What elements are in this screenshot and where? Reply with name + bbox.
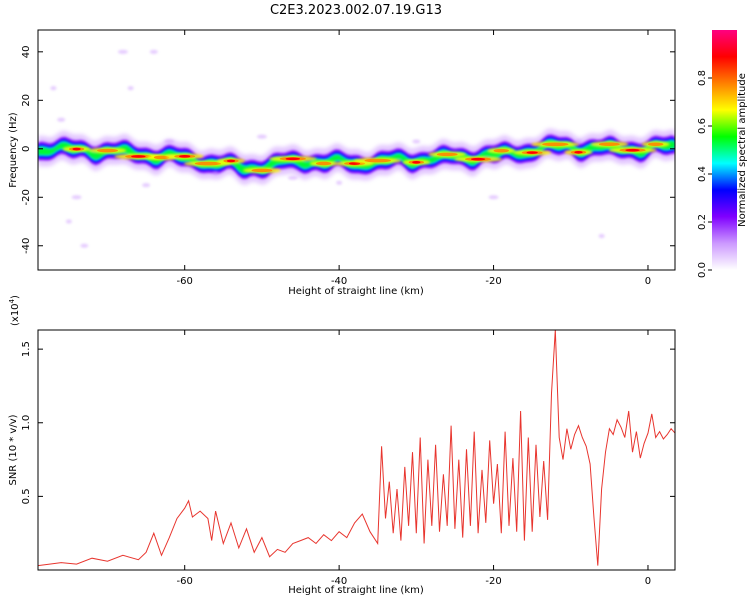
spectrogram-core-hot	[598, 142, 620, 147]
spectrogram-y-ticks: -40 -20 0 20 40	[21, 45, 675, 254]
spectrogram-speck	[117, 49, 128, 54]
spectrogram-speck	[71, 195, 82, 200]
y-tick-label: -20	[21, 189, 32, 205]
spectrogram-core-peak	[348, 162, 361, 165]
spectrogram-core-hot	[315, 161, 332, 166]
snr-panel: -60 -40 -20 0 0.5 1.0 1.5 Height of straight …	[8, 295, 676, 596]
spectrogram-speck	[287, 175, 298, 180]
y-tick-label: 0.5	[21, 488, 32, 504]
snr-y-axis-label: SNR (10 * v/v)	[8, 414, 19, 485]
snr-y-ticks: 0.5 1.0 1.5	[21, 341, 675, 504]
colorbar: 0.0 0.2 0.4 0.6 0.8 Normalized spectral ampl…	[697, 30, 748, 278]
spectrogram-speck	[80, 243, 89, 248]
spectrogram-speck	[149, 49, 158, 54]
spectrogram-core-hot	[364, 158, 391, 163]
spectrogram-core-hot	[194, 161, 222, 166]
spectrogram-core-peak	[526, 151, 538, 154]
colorbar-ramp	[712, 30, 737, 270]
spectrogram-core-hot	[153, 155, 170, 160]
spectrogram-speck	[336, 180, 343, 185]
spectrogram-heatmap	[38, 49, 675, 248]
spectrogram-core-peak	[179, 155, 191, 158]
spectrogram-speck	[574, 139, 583, 144]
spectrogram-panel: -60 -40 -20 0 -40 -20 0 20 40 Height of straigh…	[8, 29, 676, 297]
spectrogram-core-peak	[285, 157, 300, 161]
spectrogram-speck	[164, 139, 175, 144]
spectrogram-core-peak	[574, 150, 583, 154]
colorbar-tick-label: 0.6	[697, 118, 708, 134]
y-tick-label: 40	[21, 45, 32, 58]
spectrogram-speck	[598, 234, 605, 239]
y-tick-label: 1.5	[21, 341, 32, 357]
y-tick-label: 20	[21, 94, 32, 107]
spectrogram-core-peak	[412, 160, 421, 164]
colorbar-tick-label: 0.0	[697, 262, 708, 278]
spectrogram-speck	[127, 86, 134, 91]
spectrogram-y-axis-label: Frequency (Hz)	[8, 112, 19, 188]
y-tick-label: -40	[21, 238, 32, 254]
x-tick-label: 0	[645, 276, 651, 287]
snr-x-axis-label: Height of straight line (km)	[288, 585, 424, 596]
snr-frame	[37, 329, 676, 571]
x-tick-label: -60	[177, 276, 193, 287]
spectrogram-speck	[65, 219, 72, 224]
colorbar-label: Normalized spectral amplitude	[737, 73, 748, 227]
spectrogram-speck	[142, 183, 151, 188]
spectrogram-core-hot	[97, 148, 118, 153]
spectrogram-speck	[412, 139, 421, 144]
y-tick-label: 1.0	[21, 415, 32, 431]
colorbar-tick-label: 0.8	[697, 70, 708, 86]
spectrogram-core-peak	[470, 157, 486, 161]
spectrogram-speck	[488, 195, 499, 200]
x-tick-label: -40	[331, 276, 347, 287]
x-tick-label: -20	[485, 276, 501, 287]
snr-y-multiplier: (x104)	[8, 295, 21, 326]
spectrogram-core-hot	[493, 148, 509, 153]
colorbar-ticks: 0.0 0.2 0.4 0.6 0.8	[697, 70, 712, 278]
colorbar-tick-label: 0.4	[697, 166, 708, 182]
spectrogram-core-hot	[436, 152, 458, 157]
spectrogram-core-peak	[72, 147, 81, 151]
spectrogram-core-peak	[131, 155, 146, 158]
spectrogram-speck	[212, 171, 219, 176]
colorbar-tick-label: 0.2	[697, 214, 708, 230]
x-tick-label: -60	[177, 576, 193, 587]
y-tick-label: 0	[21, 146, 32, 152]
spectrogram-core-hot	[647, 142, 664, 147]
spectrogram-core-peak	[625, 148, 640, 152]
spectrogram-speck	[50, 86, 57, 91]
spectrogram-frame	[37, 29, 676, 271]
spectrogram-core-hot	[542, 142, 569, 147]
x-tick-label: -20	[485, 576, 501, 587]
x-tick-label: -40	[331, 576, 347, 587]
spectrogram-speck	[57, 117, 66, 122]
snr-x-ticks: -60 -40 -20 0	[177, 330, 651, 587]
x-tick-label: 0	[645, 576, 651, 587]
snr-series-line	[38, 330, 675, 567]
spectrogram-x-axis-label: Height of straight line (km)	[288, 286, 424, 297]
spectrogram-speck	[256, 134, 267, 139]
spectrogram-x-ticks: -60 -40 -20 0	[177, 30, 651, 287]
spectrogram-core-peak	[226, 159, 236, 163]
figure-title: C2E3.2023.002.07.19.G13	[270, 3, 442, 18]
spectrogram-core-hot	[251, 168, 273, 173]
